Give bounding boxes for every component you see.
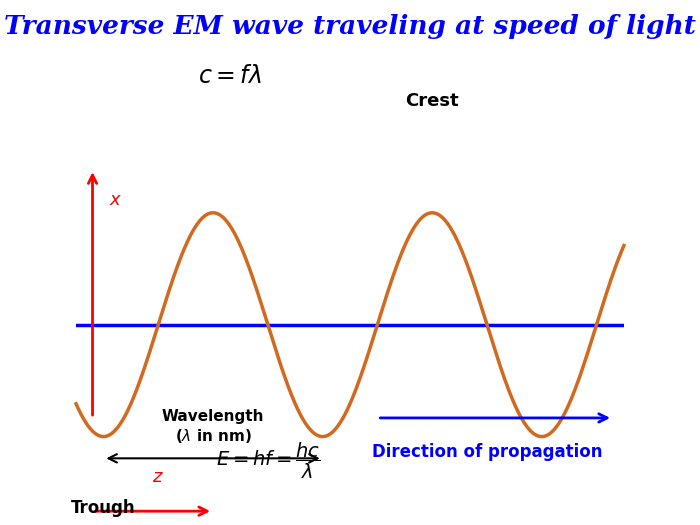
Text: Wavelength
($\lambda$ in nm): Wavelength ($\lambda$ in nm) bbox=[162, 410, 265, 445]
Text: $z$: $z$ bbox=[153, 468, 164, 486]
Text: Direction of propagation: Direction of propagation bbox=[372, 443, 602, 461]
Text: $E = hf = \dfrac{hc}{\lambda}$: $E = hf = \dfrac{hc}{\lambda}$ bbox=[216, 442, 320, 481]
Text: Transverse EM wave traveling at speed of light: Transverse EM wave traveling at speed of… bbox=[4, 14, 696, 39]
Text: Trough: Trough bbox=[71, 499, 136, 517]
Text: Crest: Crest bbox=[405, 92, 459, 110]
Text: $x$: $x$ bbox=[109, 191, 122, 209]
Text: $c = f\lambda$: $c = f\lambda$ bbox=[197, 64, 261, 88]
